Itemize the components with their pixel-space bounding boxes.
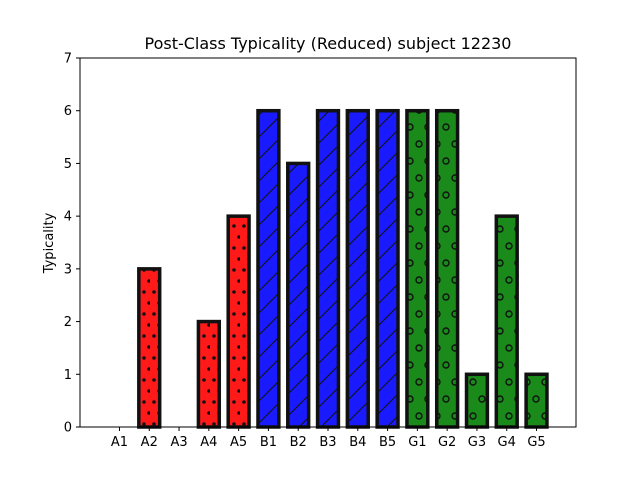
x-tick-label: B4 bbox=[349, 435, 366, 450]
x-tick-label: B5 bbox=[379, 435, 396, 450]
bar-g3 bbox=[464, 372, 490, 429]
y-tick-label: 3 bbox=[64, 262, 72, 277]
bar-b2 bbox=[286, 161, 311, 429]
bar-a2 bbox=[137, 267, 162, 429]
x-axis: A1 A2 A3 A4 A5 B1 B2 B3 B4 B5 G1 G2 G3 G4 G5 bbox=[111, 427, 546, 450]
x-tick-label: G3 bbox=[468, 435, 486, 450]
bar-b1 bbox=[256, 108, 281, 429]
y-tick-label: 1 bbox=[64, 368, 72, 383]
y-tick-label: 6 bbox=[64, 104, 72, 119]
x-tick-label: G1 bbox=[408, 435, 426, 450]
x-tick-label: A5 bbox=[230, 435, 247, 450]
x-tick-label: G5 bbox=[527, 435, 545, 450]
y-tick-label: 0 bbox=[64, 421, 72, 436]
y-tick-label: 2 bbox=[64, 315, 72, 330]
x-tick-label: G2 bbox=[438, 435, 456, 450]
bar-b4 bbox=[345, 108, 370, 429]
x-tick-label: A2 bbox=[141, 435, 158, 450]
x-tick-label: A1 bbox=[111, 435, 128, 450]
bar-g1 bbox=[405, 108, 430, 429]
y-tick-label: 7 bbox=[64, 52, 72, 67]
bar-g2 bbox=[434, 108, 460, 429]
bars-group bbox=[137, 108, 549, 429]
bar-a4 bbox=[196, 319, 222, 429]
x-tick-label: G4 bbox=[498, 435, 516, 450]
bar-a5 bbox=[226, 214, 251, 429]
bar-g4 bbox=[494, 214, 519, 429]
x-tick-label: A4 bbox=[200, 435, 217, 450]
bar-b3 bbox=[315, 108, 341, 429]
x-tick-label: B2 bbox=[290, 435, 307, 450]
x-tick-label: B3 bbox=[319, 435, 336, 450]
x-tick-label: A3 bbox=[170, 435, 187, 450]
x-tick-label: B1 bbox=[260, 435, 277, 450]
chart-title: Post-Class Typicality (Reduced) subject … bbox=[145, 34, 512, 53]
bar-b5 bbox=[375, 108, 400, 429]
y-axis-label: Typicality bbox=[42, 212, 57, 274]
y-axis: 0 1 2 3 4 5 6 7 bbox=[64, 52, 80, 436]
bar-g5 bbox=[524, 372, 549, 429]
y-tick-label: 4 bbox=[64, 210, 72, 225]
plot-frame bbox=[79, 57, 577, 428]
y-tick-label: 5 bbox=[64, 157, 72, 172]
